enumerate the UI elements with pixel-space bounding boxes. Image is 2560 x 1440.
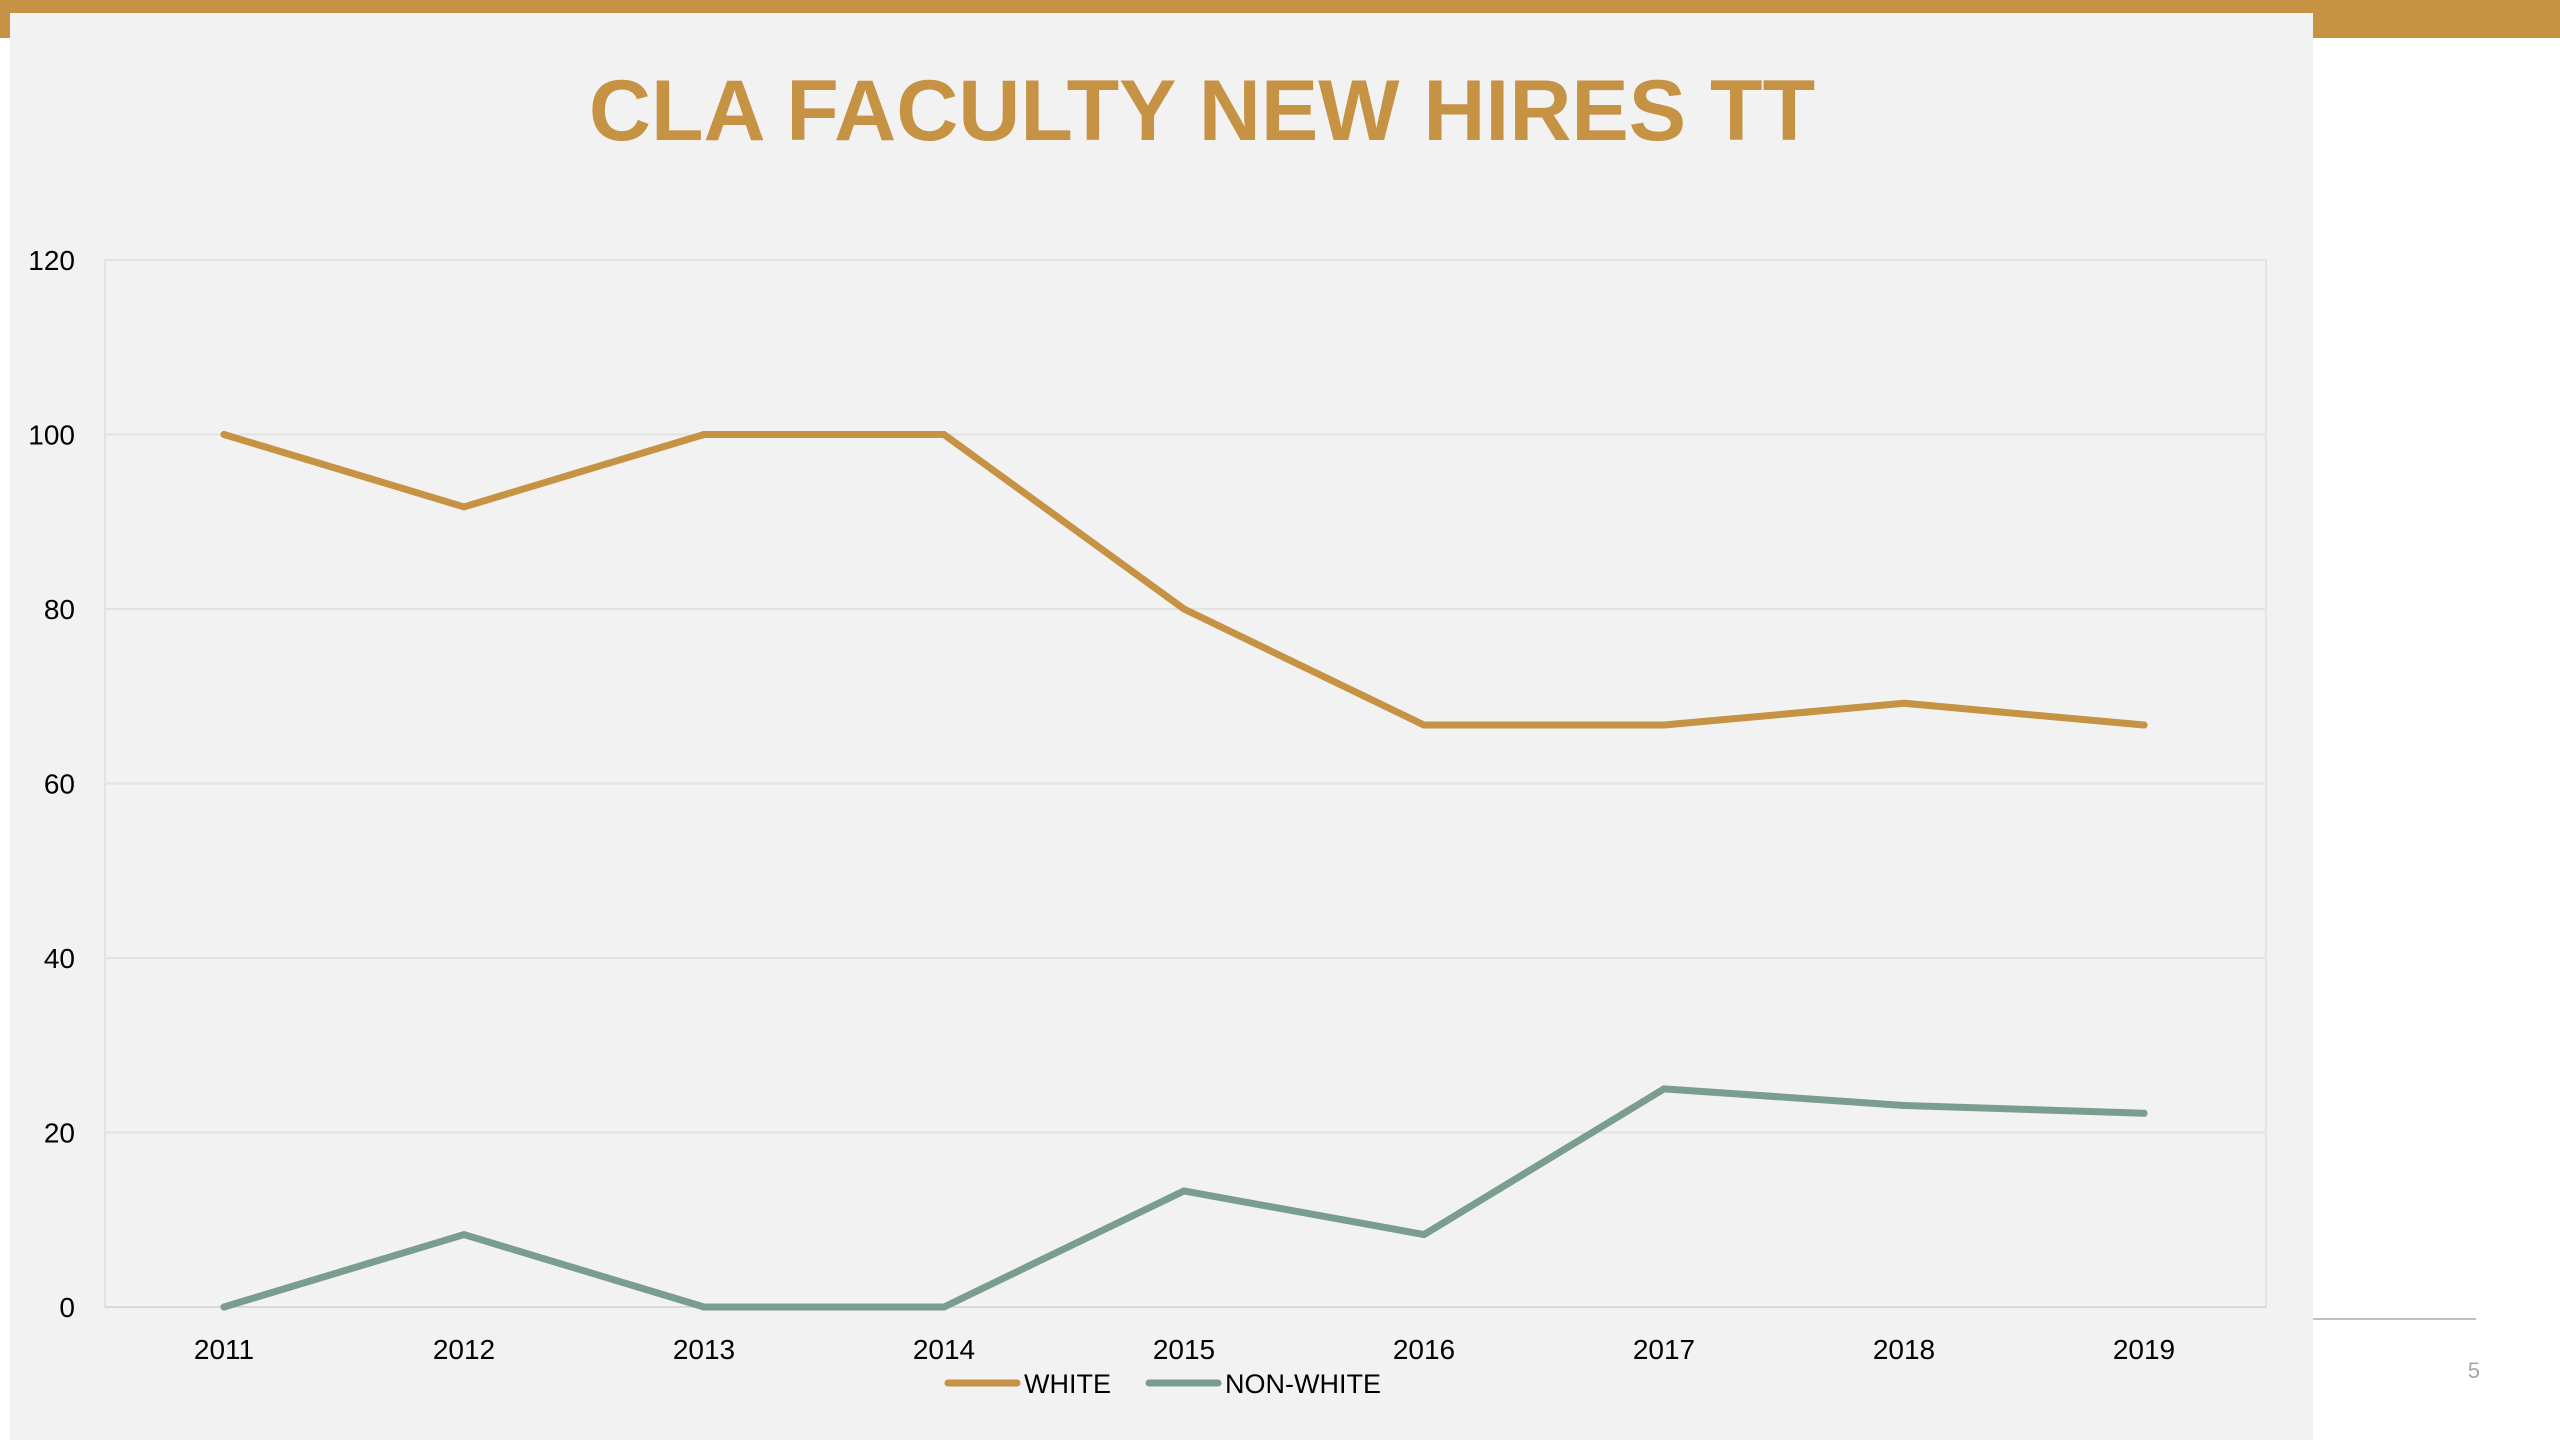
x-tick-label: 2013 [673, 1334, 735, 1365]
data-point-non-white [700, 1303, 708, 1311]
data-point-non-white [220, 1303, 228, 1311]
x-tick-label: 2012 [433, 1334, 495, 1365]
data-point-white [460, 503, 468, 511]
series-line-non-white [220, 1085, 2148, 1311]
data-point-white [940, 431, 948, 438]
x-tick-label: 2016 [1393, 1334, 1455, 1365]
data-point-white [1900, 699, 1908, 707]
y-tick-label: 0 [59, 1292, 75, 1323]
y-tick-label: 20 [44, 1118, 75, 1149]
y-tick-label: 80 [44, 594, 75, 625]
data-point-white [1660, 721, 1668, 729]
data-point-white [700, 431, 708, 438]
chart-title: CLA FACULTY NEW HIRES TT [589, 63, 1815, 159]
y-tick-label: 100 [28, 420, 75, 451]
data-point-non-white [460, 1231, 468, 1239]
x-tick-label: 2019 [2113, 1334, 2175, 1365]
y-tick-label: 40 [44, 943, 75, 974]
data-point-white [1420, 721, 1428, 729]
legend: WHITE NON-WHITE [944, 1369, 1381, 1399]
gridlines [105, 433, 2266, 1134]
x-tick-label: 2014 [913, 1334, 975, 1365]
series-lines [220, 431, 2148, 1311]
data-point-white [1180, 605, 1188, 613]
legend-label-white: WHITE [1024, 1369, 1111, 1399]
data-point-non-white [940, 1303, 948, 1311]
series-line-white [220, 431, 2148, 729]
data-point-non-white [2140, 1109, 2148, 1117]
x-tick-label: 2015 [1153, 1334, 1215, 1365]
footer-rule [2313, 1318, 2476, 1320]
y-tick-label: 120 [28, 245, 75, 276]
data-point-non-white [1180, 1187, 1188, 1195]
data-point-non-white [1660, 1085, 1668, 1093]
data-point-non-white [1900, 1101, 1908, 1109]
page-number: 5 [2467, 1358, 2480, 1383]
data-point-non-white [1420, 1231, 1428, 1239]
x-tick-label: 2018 [1873, 1334, 1935, 1365]
x-tick-label: 2017 [1633, 1334, 1695, 1365]
axis-labels: 0 20 40 60 80 100 120 2011 2012 2013 2014 2015 2016 2… [28, 245, 2266, 1365]
x-tick-label: 2011 [194, 1334, 254, 1365]
data-point-white [220, 431, 228, 438]
y-tick-label: 60 [44, 769, 75, 800]
data-point-white [2140, 721, 2148, 729]
legend-label-non-white: NON-WHITE [1225, 1369, 1381, 1399]
